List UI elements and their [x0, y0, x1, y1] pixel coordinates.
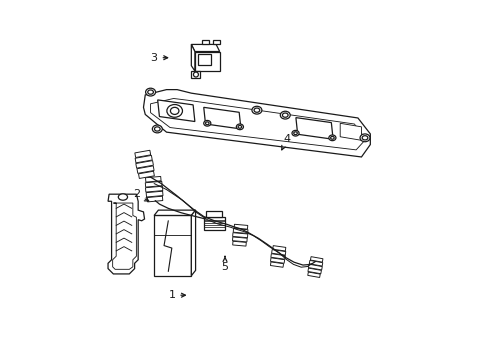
Ellipse shape — [291, 130, 299, 136]
Ellipse shape — [251, 106, 262, 114]
Bar — [135, 150, 150, 158]
Bar — [233, 229, 247, 233]
Bar — [310, 257, 322, 262]
Bar — [232, 241, 246, 246]
Bar — [145, 186, 163, 192]
Ellipse shape — [203, 121, 210, 126]
Polygon shape — [340, 123, 361, 140]
Bar — [145, 181, 162, 187]
Bar — [234, 224, 247, 229]
Bar — [271, 249, 285, 255]
Polygon shape — [143, 90, 369, 157]
Polygon shape — [191, 44, 195, 71]
Bar — [307, 272, 320, 278]
Ellipse shape — [293, 132, 297, 135]
Bar — [198, 54, 210, 65]
Ellipse shape — [118, 194, 127, 200]
Bar — [147, 196, 163, 202]
Ellipse shape — [152, 125, 162, 133]
Polygon shape — [195, 51, 219, 71]
Polygon shape — [150, 99, 363, 150]
Bar — [135, 156, 152, 163]
Bar — [136, 161, 153, 168]
Text: 3: 3 — [150, 53, 167, 63]
Bar — [270, 262, 283, 267]
Ellipse shape — [170, 107, 179, 114]
Bar — [272, 246, 285, 251]
Bar — [138, 171, 154, 179]
Ellipse shape — [166, 104, 182, 117]
Bar — [203, 217, 224, 230]
Bar — [232, 233, 247, 238]
Text: 1: 1 — [168, 290, 185, 300]
Bar — [307, 268, 321, 274]
Bar — [308, 260, 322, 266]
Ellipse shape — [145, 88, 155, 96]
Bar — [146, 191, 163, 197]
Bar — [206, 211, 222, 217]
Ellipse shape — [330, 136, 333, 139]
Polygon shape — [108, 194, 144, 274]
Polygon shape — [154, 210, 195, 215]
Ellipse shape — [328, 135, 335, 141]
Ellipse shape — [238, 125, 241, 128]
Ellipse shape — [254, 108, 259, 112]
Polygon shape — [202, 40, 209, 44]
Bar — [270, 254, 285, 259]
Polygon shape — [203, 107, 241, 129]
Bar — [270, 258, 284, 263]
Ellipse shape — [282, 113, 287, 117]
Polygon shape — [191, 44, 219, 51]
Ellipse shape — [359, 134, 369, 142]
Ellipse shape — [362, 136, 367, 140]
Text: 5: 5 — [221, 256, 228, 272]
Polygon shape — [112, 203, 136, 269]
Polygon shape — [212, 40, 219, 44]
Text: 2: 2 — [133, 189, 148, 201]
Ellipse shape — [147, 90, 153, 94]
Bar — [145, 176, 161, 182]
Bar — [232, 237, 247, 242]
Ellipse shape — [193, 72, 198, 77]
Polygon shape — [157, 100, 195, 122]
Polygon shape — [295, 118, 332, 139]
Bar — [137, 166, 154, 173]
Ellipse shape — [236, 124, 243, 130]
Polygon shape — [191, 210, 195, 276]
Polygon shape — [154, 215, 191, 276]
Polygon shape — [191, 71, 200, 78]
Ellipse shape — [154, 127, 160, 131]
Ellipse shape — [280, 111, 290, 119]
Ellipse shape — [205, 122, 209, 125]
Bar — [308, 264, 322, 270]
Text: 4: 4 — [281, 134, 290, 150]
